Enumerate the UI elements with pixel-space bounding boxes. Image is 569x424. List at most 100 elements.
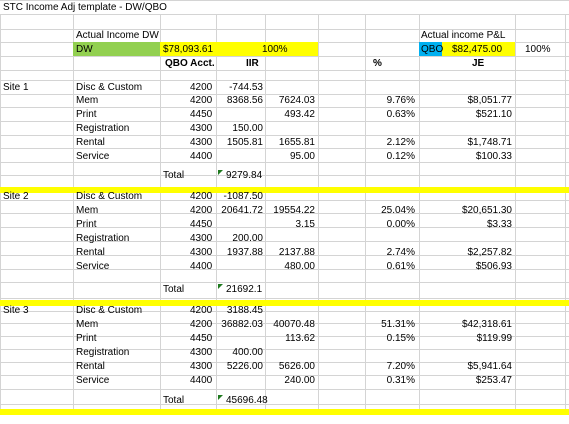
iir-value[interactable]: [216, 333, 263, 344]
qbo-account[interactable]: 4200: [190, 82, 213, 93]
je-value[interactable]: [454, 233, 512, 244]
iir-value[interactable]: 1937.88: [226, 247, 263, 258]
percent-value[interactable]: 2.12%: [386, 137, 415, 148]
qbo-account[interactable]: 4450: [190, 109, 213, 120]
percent-value[interactable]: 51.31%: [381, 319, 415, 330]
percent-value[interactable]: [365, 305, 415, 316]
row-label[interactable]: Registration: [76, 347, 130, 358]
row-label[interactable]: Mem: [76, 205, 99, 216]
percent-value[interactable]: 0.15%: [386, 333, 415, 344]
dw-amount[interactable]: 1655.81: [278, 137, 315, 148]
iir-value[interactable]: 8368.56: [226, 95, 263, 106]
je-value[interactable]: $253.47: [475, 375, 512, 386]
je-value[interactable]: $3.33: [486, 219, 512, 230]
dw-amount[interactable]: [265, 191, 315, 202]
row-label[interactable]: Print: [76, 109, 97, 120]
je-value[interactable]: $20,651.30: [461, 205, 512, 216]
qbo-label[interactable]: QBO: [421, 44, 444, 55]
column-header-qbo-acct[interactable]: QBO Acct.: [165, 58, 215, 69]
row-label[interactable]: Rental: [76, 247, 105, 258]
je-value[interactable]: $1,748.71: [467, 137, 513, 148]
qbo-account[interactable]: 4400: [190, 375, 213, 386]
total-label[interactable]: Total: [163, 170, 185, 181]
je-value[interactable]: $119.99: [476, 333, 512, 344]
qbo-account[interactable]: 4400: [190, 151, 213, 162]
je-value[interactable]: [454, 82, 512, 93]
je-value[interactable]: [454, 347, 512, 358]
row-label[interactable]: Print: [76, 333, 97, 344]
header-actual-income-dw[interactable]: Actual Income DW: [76, 30, 159, 41]
column-header-je[interactable]: JE: [472, 58, 485, 69]
percent-value[interactable]: 0.63%: [386, 109, 415, 120]
je-value[interactable]: $5,941.64: [467, 361, 513, 372]
row-label[interactable]: Disc & Custom: [76, 191, 143, 202]
iir-value[interactable]: [216, 151, 263, 162]
percent-value[interactable]: [365, 123, 415, 134]
dw-percent[interactable]: 100%: [262, 44, 288, 55]
iir-value[interactable]: 20641.72: [221, 205, 263, 216]
dw-label[interactable]: DW: [76, 44, 93, 55]
qbo-account[interactable]: 4300: [190, 247, 213, 258]
row-label[interactable]: Registration: [76, 123, 130, 134]
je-value[interactable]: [454, 191, 512, 202]
je-value[interactable]: $506.93: [475, 261, 512, 272]
dw-value[interactable]: $78,093.61: [163, 44, 214, 55]
row-label[interactable]: Print: [76, 219, 97, 230]
site-name[interactable]: Site 2: [3, 191, 29, 202]
dw-amount[interactable]: 480.00: [284, 261, 315, 272]
total-value[interactable]: 45696.48: [226, 395, 268, 406]
iir-value[interactable]: -744.53: [229, 82, 263, 93]
qbo-account[interactable]: 4450: [190, 333, 213, 344]
header-actual-income-pl[interactable]: Actual income P&L: [421, 30, 506, 41]
qbo-account[interactable]: 4300: [190, 137, 213, 148]
dw-amount[interactable]: 2137.88: [278, 247, 315, 258]
iir-value[interactable]: 200.00: [232, 233, 263, 244]
iir-value[interactable]: 150.00: [232, 123, 263, 134]
iir-value[interactable]: 400.00: [232, 347, 263, 358]
percent-value[interactable]: 0.12%: [386, 151, 415, 162]
row-label[interactable]: Mem: [76, 319, 99, 330]
qbo-account[interactable]: 4200: [190, 95, 213, 106]
row-label[interactable]: Rental: [76, 361, 105, 372]
row-label[interactable]: Mem: [76, 95, 99, 106]
iir-value[interactable]: [216, 219, 263, 230]
qbo-account[interactable]: 4400: [190, 261, 213, 272]
qbo-account[interactable]: 4300: [190, 347, 213, 358]
percent-value[interactable]: 0.61%: [386, 261, 415, 272]
dw-amount[interactable]: [265, 233, 315, 244]
qbo-account[interactable]: 4300: [190, 361, 213, 372]
dw-amount[interactable]: 19554.22: [273, 205, 315, 216]
iir-value[interactable]: -1087.50: [223, 191, 263, 202]
iir-value[interactable]: [216, 109, 263, 120]
dw-amount[interactable]: [265, 347, 315, 358]
site-name[interactable]: Site 3: [3, 305, 29, 316]
dw-amount[interactable]: 493.42: [284, 109, 315, 120]
total-value[interactable]: 9279.84: [226, 170, 263, 181]
percent-value[interactable]: [365, 233, 415, 244]
row-label[interactable]: Service: [76, 261, 110, 272]
column-header-pct[interactable]: %: [373, 58, 382, 69]
dw-amount[interactable]: [265, 82, 315, 93]
qbo-account[interactable]: 4300: [190, 123, 213, 134]
site-name[interactable]: Site 1: [3, 82, 29, 93]
qbo-account[interactable]: 4200: [190, 205, 213, 216]
row-label[interactable]: Service: [76, 151, 110, 162]
row-label[interactable]: Disc & Custom: [76, 82, 143, 93]
je-value[interactable]: [454, 123, 512, 134]
qbo-percent[interactable]: 100%: [525, 44, 551, 55]
percent-value[interactable]: [365, 347, 415, 358]
percent-value[interactable]: 2.74%: [386, 247, 415, 258]
percent-value[interactable]: [365, 191, 415, 202]
dw-amount[interactable]: 95.00: [289, 151, 315, 162]
dw-amount[interactable]: [265, 305, 315, 316]
je-value[interactable]: $521.10: [475, 109, 512, 120]
je-value[interactable]: $100.33: [475, 151, 512, 162]
row-label[interactable]: Service: [76, 375, 110, 386]
iir-value[interactable]: 1505.81: [226, 137, 263, 148]
dw-amount[interactable]: 7624.03: [278, 95, 315, 106]
je-value[interactable]: $2,257.82: [467, 247, 513, 258]
total-value[interactable]: 21692.1: [226, 284, 263, 295]
total-label[interactable]: Total: [163, 395, 185, 406]
je-value[interactable]: [454, 305, 512, 316]
